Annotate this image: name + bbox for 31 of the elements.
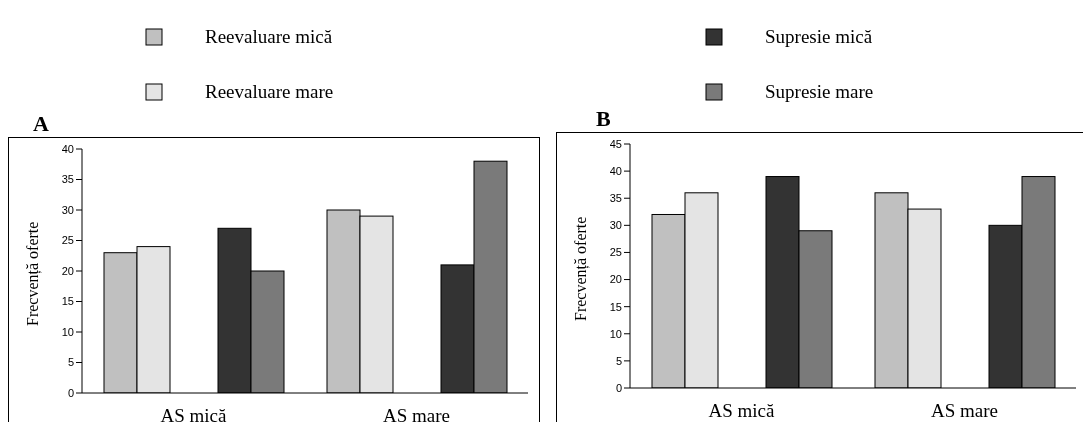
y-tick-label: 35 xyxy=(61,173,74,186)
y-tick-label: 40 xyxy=(609,165,622,178)
x-tick-label: AS mare xyxy=(382,405,451,427)
y-tick-label: 15 xyxy=(61,295,74,308)
x-tick-label: AS mică xyxy=(160,405,228,427)
y-tick-label: 10 xyxy=(61,325,74,338)
y-tick-label: 30 xyxy=(609,219,622,232)
y-tick-label: 20 xyxy=(609,273,622,286)
y-tick-label: 25 xyxy=(61,234,74,247)
legend-label: Supresie mică xyxy=(765,26,873,48)
y-axis-title: Frecvență oferte xyxy=(23,221,42,326)
y-tick-label: 40 xyxy=(61,142,74,155)
y-tick-label: 5 xyxy=(67,356,74,369)
x-tick-label: AS mică xyxy=(708,400,776,422)
y-axis-title: Frecvență oferte xyxy=(571,216,590,321)
y-tick-label: 20 xyxy=(61,264,74,277)
chart-title: A xyxy=(33,111,49,137)
y-tick-label: 25 xyxy=(609,246,622,259)
legend-label: Supresie mare xyxy=(765,81,874,103)
x-tick-label: AS mare xyxy=(930,400,999,422)
y-tick-label: 30 xyxy=(61,203,74,216)
y-tick-label: 10 xyxy=(609,327,622,340)
y-tick-label: 0 xyxy=(67,386,74,399)
y-tick-label: 5 xyxy=(615,354,622,367)
y-tick-label: 35 xyxy=(609,192,622,205)
legend-label: Reevaluare mică xyxy=(205,26,333,48)
y-tick-label: 15 xyxy=(609,300,622,313)
chart-title: B xyxy=(596,106,611,132)
y-tick-label: 45 xyxy=(609,137,622,150)
legend-label: Reevaluare mare xyxy=(205,81,334,103)
y-tick-label: 0 xyxy=(615,381,622,394)
